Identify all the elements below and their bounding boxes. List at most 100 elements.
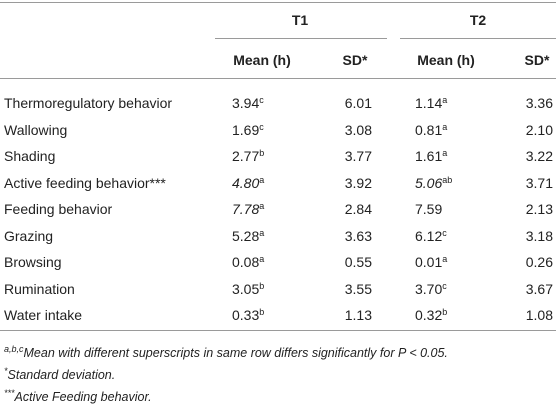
column-header: SD* [524, 52, 550, 68]
mean-value: 7.59 [415, 201, 443, 217]
mean-cell: 4.80a [232, 174, 264, 192]
footnote-text: Mean with different superscripts in same… [23, 346, 448, 360]
row-label: Shading [4, 148, 56, 164]
group-rule [215, 38, 387, 39]
sd-cell: 3.92 [344, 174, 372, 191]
mean-value: 0.33 [232, 307, 260, 323]
mean-value: 5.06 [415, 174, 443, 191]
superscript: b [442, 307, 448, 317]
superscript: b [259, 307, 265, 317]
mean-cell: 0.08a [232, 253, 264, 271]
mean-cell: 0.33b [232, 306, 264, 324]
sd-cell: 6.01 [344, 95, 372, 111]
superscript: a [259, 174, 265, 185]
superscript: a [442, 148, 448, 158]
mean-value: 0.08 [232, 254, 260, 270]
footnote-mark: a,b,c [4, 344, 24, 354]
sd-cell: 0.26 [525, 254, 553, 270]
group-header: T2 [469, 12, 487, 28]
mean-cell: 7.78a [232, 200, 264, 218]
column-header: Mean (h) [417, 52, 475, 68]
sd-cell: 0.55 [344, 254, 372, 270]
superscript: c [442, 280, 447, 291]
column-header: SD* [342, 52, 368, 68]
footnote: ***Active Feeding behavior. [4, 388, 152, 406]
mean-cell: 7.59 [415, 200, 442, 218]
sd-cell: 1.13 [344, 307, 372, 323]
group-header: T1 [291, 12, 309, 28]
superscript: b [259, 148, 265, 158]
mean-value: 3.05 [232, 280, 260, 297]
superscript: a [442, 121, 448, 132]
superscript: a [259, 254, 265, 264]
mean-value: 1.61 [415, 148, 443, 164]
mean-cell: 5.06ab [415, 174, 452, 192]
mean-value: 1.14 [415, 95, 443, 111]
header-rule [0, 78, 556, 79]
superscript: a [442, 254, 448, 264]
mean-value: 0.01 [415, 254, 443, 270]
footnote: *Standard deviation. [4, 366, 115, 384]
row-label: Browsing [4, 254, 62, 270]
sd-cell: 3.08 [344, 121, 372, 138]
mean-cell: 0.32b [415, 306, 447, 324]
footnote-text: Active Feeding behavior. [14, 390, 152, 404]
mean-cell: 3.70c [415, 280, 447, 298]
sd-cell: 3.77 [344, 148, 372, 164]
row-label: Grazing [4, 227, 54, 244]
footnote-mark: *** [4, 388, 15, 398]
sd-cell: 3.63 [344, 227, 372, 244]
superscript: a [442, 95, 448, 105]
footnote-text: Standard deviation. [7, 368, 116, 382]
row-label: Active feeding behavior*** [4, 174, 166, 191]
mean-value: 3.94 [232, 95, 260, 111]
footnote-mark: * [4, 366, 8, 376]
footnote: a,b,cMean with different superscripts in… [4, 344, 448, 362]
top-rule [0, 2, 556, 3]
superscript: b [259, 280, 265, 291]
mean-cell: 2.77b [232, 147, 264, 165]
superscript: a [259, 201, 265, 211]
mean-cell: 0.01a [415, 253, 447, 271]
mean-cell: 1.69c [232, 121, 264, 139]
mean-value: 3.70 [415, 280, 443, 297]
mean-cell: 3.05b [232, 280, 264, 298]
mean-value: 0.32 [415, 307, 443, 323]
row-label: Feeding behavior [4, 201, 113, 217]
sd-cell: 3.71 [525, 174, 553, 191]
row-label: Wallowing [4, 121, 68, 138]
mean-value: 4.80 [232, 174, 260, 191]
superscript: c [259, 95, 264, 105]
mean-cell: 5.28a [232, 227, 264, 245]
mean-cell: 1.14a [415, 94, 447, 112]
mean-value: 2.77 [232, 148, 260, 164]
superscript: ab [442, 174, 453, 185]
sd-cell: 3.55 [344, 280, 372, 297]
row-label: Water intake [4, 307, 83, 323]
bottom-rule [0, 330, 556, 331]
superscript: c [259, 121, 264, 132]
row-label: Thermoregulatory behavior [4, 95, 173, 111]
sd-cell: 3.18 [525, 227, 553, 244]
row-label: Rumination [4, 280, 75, 297]
sd-cell: 2.13 [525, 201, 553, 217]
sd-cell: 2.10 [525, 121, 553, 138]
mean-cell: 6.12c [415, 227, 447, 245]
mean-cell: 0.81a [415, 121, 447, 139]
mean-cell: 1.61a [415, 147, 447, 165]
mean-value: 0.81 [415, 121, 443, 138]
mean-cell: 3.94c [232, 94, 264, 112]
superscript: c [442, 227, 447, 238]
column-header: Mean (h) [233, 52, 291, 68]
sd-cell: 1.08 [525, 307, 553, 323]
superscript: a [259, 227, 265, 238]
mean-value: 1.69 [232, 121, 260, 138]
sd-cell: 2.84 [344, 201, 372, 217]
group-rule [400, 38, 556, 39]
sd-cell: 3.67 [525, 280, 553, 297]
mean-value: 5.28 [232, 227, 260, 244]
sd-cell: 3.36 [525, 95, 553, 111]
mean-value: 6.12 [415, 227, 443, 244]
mean-value: 7.78 [232, 201, 260, 217]
